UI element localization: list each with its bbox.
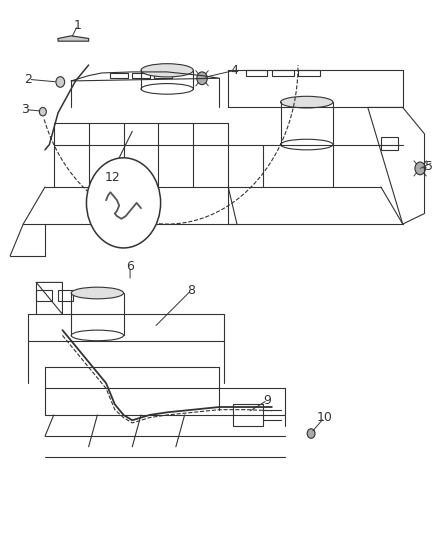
Ellipse shape: [141, 84, 193, 94]
FancyBboxPatch shape: [58, 290, 73, 301]
Circle shape: [39, 108, 46, 116]
Polygon shape: [58, 36, 88, 41]
Ellipse shape: [280, 96, 332, 108]
Text: 1: 1: [74, 19, 81, 32]
Text: 3: 3: [21, 103, 29, 116]
Ellipse shape: [280, 139, 332, 150]
FancyBboxPatch shape: [245, 70, 267, 76]
FancyBboxPatch shape: [271, 70, 293, 76]
Circle shape: [86, 158, 160, 248]
Text: 5: 5: [424, 160, 432, 173]
FancyBboxPatch shape: [380, 136, 397, 150]
Circle shape: [56, 77, 64, 87]
FancyBboxPatch shape: [36, 290, 51, 301]
FancyBboxPatch shape: [154, 73, 171, 78]
Text: 2: 2: [25, 73, 32, 86]
Circle shape: [196, 72, 207, 85]
Text: 6: 6: [126, 260, 134, 273]
FancyBboxPatch shape: [132, 73, 149, 78]
Text: 12: 12: [105, 171, 120, 184]
Circle shape: [414, 162, 424, 175]
Ellipse shape: [71, 330, 123, 341]
FancyBboxPatch shape: [297, 70, 319, 76]
Text: 4: 4: [230, 64, 238, 77]
Text: 8: 8: [187, 284, 195, 297]
Ellipse shape: [141, 63, 193, 77]
Text: 9: 9: [263, 393, 271, 407]
FancyBboxPatch shape: [110, 73, 127, 78]
Text: 10: 10: [315, 411, 332, 424]
Ellipse shape: [71, 287, 123, 299]
Circle shape: [307, 429, 314, 438]
